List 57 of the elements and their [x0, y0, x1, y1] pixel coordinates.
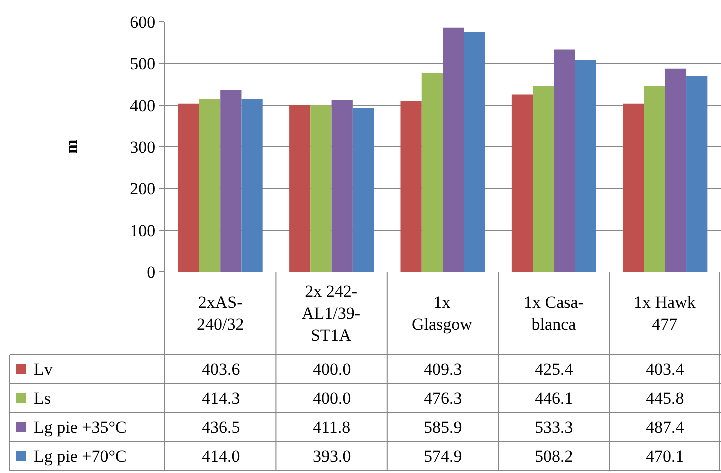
data-label: 411.8 — [313, 418, 351, 437]
y-tick-label: 600 — [130, 12, 156, 32]
bar — [443, 28, 464, 272]
data-label: 414.0 — [202, 447, 240, 466]
y-tick-label: 100 — [130, 221, 156, 240]
data-label: 533.3 — [535, 418, 574, 437]
x-tick-label: 1x Hawk 477 — [634, 293, 696, 334]
bar — [352, 108, 374, 272]
data-label: 425.4 — [535, 360, 574, 379]
bar — [512, 94, 534, 272]
data-label: 403.4 — [646, 360, 685, 379]
y-tick-label: 500 — [130, 54, 156, 74]
bar — [665, 68, 687, 272]
bar — [422, 74, 443, 272]
data-label: 400.0 — [313, 389, 352, 408]
legend-label: Lg pie +35°C — [34, 418, 127, 437]
legend-label: Lv — [34, 360, 54, 379]
bar — [199, 99, 221, 272]
bar — [400, 101, 422, 272]
bar — [575, 60, 596, 272]
bar — [290, 105, 311, 272]
bar — [644, 86, 666, 272]
data-label: 393.0 — [313, 447, 352, 466]
legend-label: Ls — [34, 389, 51, 408]
data-label: 409.3 — [424, 360, 462, 379]
y-axis-title: m — [62, 140, 81, 154]
data-label: 446.1 — [535, 389, 574, 408]
data-label: 574.9 — [424, 447, 462, 466]
x-tick-label: 1x Glasgow — [412, 293, 474, 334]
data-label: 445.8 — [646, 389, 684, 408]
data-label: 585.9 — [424, 418, 462, 437]
legend-label: Lg pie +70°C — [34, 447, 127, 466]
bar — [554, 50, 576, 272]
bar — [464, 32, 486, 272]
bar — [178, 104, 200, 272]
data-label: 414.3 — [202, 389, 240, 408]
x-tick-label: 2x 242- AL1/39- ST1A — [302, 282, 361, 346]
data-label: 476.3 — [424, 389, 462, 408]
data-label: 508.2 — [535, 447, 574, 466]
data-label: 436.5 — [202, 418, 240, 437]
bar — [686, 76, 708, 272]
data-label: 470.1 — [646, 447, 684, 466]
data-label: 403.6 — [202, 360, 240, 379]
y-tick-label: 300 — [130, 138, 156, 157]
bar — [242, 100, 263, 272]
y-tick-label: 0 — [147, 262, 156, 282]
x-tick-label: 2xAS- 240/32 — [197, 293, 244, 334]
bar — [623, 104, 644, 272]
x-tick-label: 1x Casa- blanca — [524, 293, 584, 334]
data-label: 400.0 — [313, 360, 352, 379]
data-label: 487.4 — [646, 418, 685, 437]
bar — [310, 105, 332, 272]
bar — [220, 90, 242, 272]
bar — [332, 100, 353, 272]
y-tick-label: 400 — [130, 96, 156, 116]
y-tick-label: 200 — [130, 180, 156, 199]
bar — [533, 86, 554, 272]
